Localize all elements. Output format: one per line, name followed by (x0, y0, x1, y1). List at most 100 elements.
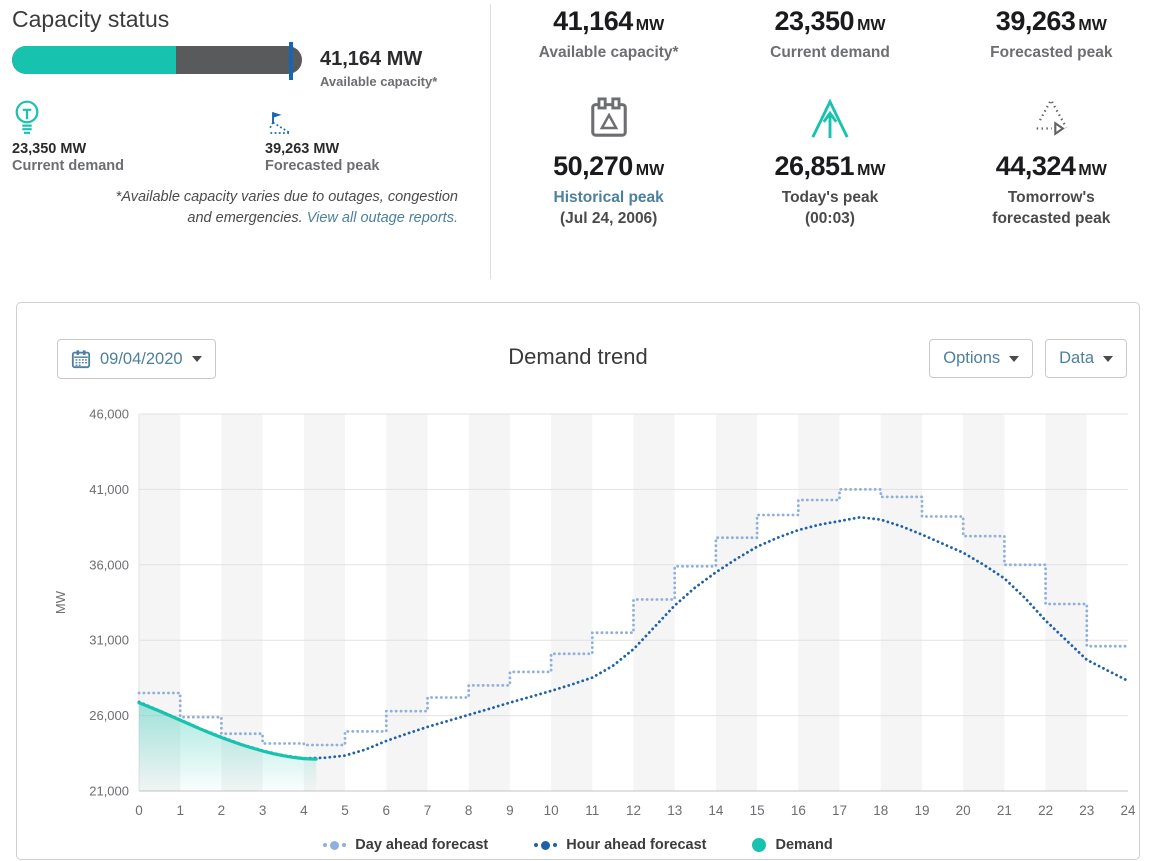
stat-label: Available capacity* (538, 44, 679, 61)
hour-ahead-marker-icon (534, 840, 558, 850)
svg-text:5: 5 (341, 803, 349, 818)
stat-sublabel: (Jul 24, 2006) (559, 210, 658, 227)
svg-text:7: 7 (424, 803, 432, 818)
chevron-down-icon (191, 356, 202, 362)
data-button[interactable]: Data (1045, 339, 1127, 378)
outage-reports-link[interactable]: View all outage reports. (306, 210, 458, 226)
svg-text:21,000: 21,000 (89, 784, 129, 799)
chart-header: 09/04/2020 Demand trend Options Data (17, 303, 1139, 399)
stat-unit: MW (857, 162, 886, 179)
svg-text:31,000: 31,000 (89, 633, 129, 648)
forecasted-peak-label: Forecasted peak (265, 158, 380, 174)
svg-text:26,000: 26,000 (89, 708, 129, 723)
svg-text:17: 17 (832, 803, 847, 818)
svg-text:14: 14 (708, 803, 724, 818)
top-section: Capacity status 41,164 MW Available capa… (0, 0, 1156, 300)
legend-item-hour-ahead-forecast[interactable]: Hour ahead forecast (534, 837, 706, 853)
lightbulb-icon (12, 99, 124, 137)
svg-text:22: 22 (1038, 803, 1053, 818)
capacity-bar (12, 42, 304, 80)
demand-trend-chart: 21,000 26,000 31,000 36,000 41,000 46,000 0 1 2 3… (41, 401, 1141, 821)
svg-text:16: 16 (791, 803, 806, 818)
stat-unit: MW (635, 17, 665, 34)
svg-text:36,000: 36,000 (89, 557, 129, 572)
svg-text:41,000: 41,000 (89, 482, 129, 497)
current-demand-label: Current demand (12, 158, 124, 174)
forecast-flag-icon (265, 99, 379, 137)
footnote-text-line2: and emergencies. (187, 210, 303, 226)
svg-text:18: 18 (873, 803, 888, 818)
calendar-small-icon (71, 349, 91, 369)
svg-text:10: 10 (544, 803, 559, 818)
capacity-ministats: 23,350 MW Current demand 39,263 MW Forec… (12, 99, 474, 174)
legend-item-demand[interactable]: Demand (752, 837, 833, 853)
options-button-label: Options (943, 349, 1001, 367)
current-demand-ministat: 23,350 MW Current demand (12, 99, 124, 174)
stat-value: 23,350 (774, 6, 855, 36)
available-capacity-label: Available capacity* (320, 74, 438, 89)
chevron-down-icon (1103, 355, 1113, 362)
svg-text:6: 6 (382, 803, 390, 818)
legend-label: Day ahead forecast (355, 837, 489, 853)
legend-label: Demand (775, 837, 833, 853)
stat-unit: MW (1078, 17, 1107, 34)
stat-label: Forecasted peak (990, 44, 1113, 61)
forecast-peak-marker (288, 42, 293, 80)
capacity-bar-row: 41,164 MW Available capacity* (12, 42, 474, 89)
stat-forecasted-peak: 39,263 MW Forecasted peak (949, 6, 1154, 67)
stats-grid: 41,164 MW Available capacity* 23,350 MW Cu… (506, 6, 1154, 233)
stat-todays-peak: 26,851 MW Today's peak (00:03) (727, 85, 932, 233)
svg-text:20: 20 (956, 803, 971, 818)
legend-item-day-ahead-forecast[interactable]: Day ahead forecast (323, 837, 488, 853)
stat-label: Tomorrow's (1007, 189, 1095, 206)
data-button-label: Data (1059, 349, 1094, 367)
stat-value: 50,270 (553, 151, 633, 181)
svg-text:4: 4 (300, 803, 308, 818)
svg-text:21: 21 (997, 803, 1012, 818)
date-picker-button[interactable]: 09/04/2020 (57, 339, 216, 379)
stat-label: Current demand (770, 44, 890, 61)
stat-value: 39,263 (995, 6, 1076, 36)
date-picker-value: 09/04/2020 (100, 349, 183, 368)
available-capacity-value: 41,164 MW (320, 48, 423, 70)
stat-value: 26,851 (774, 151, 855, 181)
options-button[interactable]: Options (929, 339, 1034, 378)
svg-text:24: 24 (1120, 803, 1136, 818)
svg-text:1: 1 (176, 803, 184, 818)
capacity-bar-demand-fill (12, 46, 177, 74)
svg-text:2: 2 (218, 803, 226, 818)
section-divider (490, 4, 491, 279)
stat-tomorrows-forecasted-peak: 44,324 MW Tomorrow's forecasted peak (949, 85, 1154, 233)
forecasted-peak-ministat: 39,263 MW Forecasted peak (265, 99, 379, 174)
tomorrows-forecast-icon (949, 85, 1154, 141)
svg-text:9: 9 (506, 803, 514, 818)
svg-text:MW: MW (53, 590, 68, 614)
demand-trend-card: 09/04/2020 Demand trend Options Data 21,… (16, 302, 1140, 860)
capacity-footnote: *Available capacity varies due to outage… (12, 187, 458, 229)
svg-text:19: 19 (914, 803, 929, 818)
stat-available-capacity: 41,164 MW Available capacity* (506, 6, 711, 67)
stat-label: Today's peak (781, 189, 879, 206)
stat-unit: MW (857, 17, 886, 34)
stat-sublabel: (00:03) (805, 210, 855, 227)
stat-value: 41,164 (553, 6, 633, 36)
stat-label-historical-peak[interactable]: Historical peak (553, 189, 664, 206)
svg-text:3: 3 (259, 803, 267, 818)
svg-text:8: 8 (465, 803, 473, 818)
svg-text:15: 15 (750, 803, 765, 818)
svg-text:46,000: 46,000 (89, 407, 129, 422)
forecasted-peak-value: 39,263 MW (265, 141, 340, 157)
day-ahead-marker-icon (323, 840, 347, 850)
available-capacity-caption: 41,164 MW Available capacity* (320, 46, 437, 89)
capacity-status-title: Capacity status (12, 6, 170, 32)
legend-label: Hour ahead forecast (566, 837, 707, 853)
stat-current-demand: 23,350 MW Current demand (727, 6, 932, 67)
chevron-down-icon (1009, 355, 1020, 362)
stat-value: 44,324 (995, 151, 1076, 181)
current-demand-value: 23,350 MW (12, 141, 87, 157)
calendar-icon (506, 85, 711, 141)
stat-sublabel: forecasted peak (992, 210, 1111, 227)
capacity-bar-track (12, 46, 302, 74)
